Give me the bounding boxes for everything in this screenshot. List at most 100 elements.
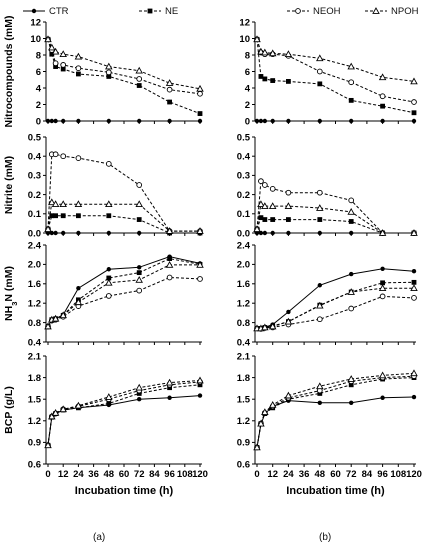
y-tick-label: 0.4 [28, 152, 42, 163]
series-line [256, 396, 415, 448]
data-point [166, 86, 173, 93]
series-line [47, 215, 200, 234]
data-point [48, 43, 56, 51]
data-point [378, 371, 387, 379]
y-tick-label: 8 [36, 50, 41, 61]
y-tick-label: 0.4 [237, 152, 251, 163]
data-point [59, 405, 67, 413]
y-tick-label: 6 [245, 67, 250, 78]
series-line [47, 39, 201, 95]
y-tick-label: 4 [36, 83, 42, 94]
y-tick-label: 1.2 [28, 299, 41, 310]
data-point [317, 230, 322, 236]
data-point [378, 284, 387, 292]
data-point [59, 50, 67, 58]
x-tick-label: 108 [390, 469, 406, 480]
y-tick-label: 4 [245, 83, 251, 94]
data-point [284, 317, 293, 325]
legend-label: CTR [49, 5, 69, 17]
data-point [52, 151, 59, 158]
x-axis-label: Incubation time (h) [286, 485, 385, 497]
y-tick-label: 2 [245, 100, 250, 111]
data-point [165, 227, 174, 234]
data-point [53, 64, 58, 69]
series-line [47, 39, 201, 90]
y-tick-label: 0.1 [237, 209, 251, 220]
data-point [53, 118, 58, 124]
series-line [47, 395, 201, 446]
data-point [60, 66, 66, 72]
data-point [284, 50, 293, 58]
data-point [76, 230, 81, 236]
y-axis-label: BCP (g/L) [3, 386, 15, 434]
x-tick-label: 120 [192, 469, 208, 480]
data-point [61, 118, 66, 124]
data-point [411, 279, 417, 285]
data-point [270, 118, 275, 124]
data-point [166, 274, 173, 281]
series-neoh [45, 379, 203, 449]
data-point [347, 207, 355, 215]
series-npoh [253, 35, 418, 85]
legend-item-npoh: NPOH [364, 4, 418, 18]
data-point [316, 301, 324, 309]
data-point [380, 280, 385, 286]
x-tick-label: 72 [134, 469, 145, 480]
y-tick-label: 0.1 [28, 209, 42, 220]
y-tick-label: 2.4 [237, 240, 251, 251]
x-tick-label: 36 [88, 469, 99, 480]
legend-label: NE [165, 5, 179, 17]
legend-item-neoh: NEOH [286, 4, 340, 18]
series-line [256, 216, 414, 234]
chart-b-3: 0.4 0.8 1.2 1.6 2.0 2.4 [237, 240, 418, 348]
data-point [348, 79, 355, 86]
data-point [44, 441, 52, 449]
x-tick-label: 96 [377, 469, 388, 480]
data-point [269, 185, 276, 192]
y-tick-label: 12 [30, 17, 41, 28]
data-point [48, 412, 56, 420]
legend-marker [372, 7, 380, 14]
data-point [349, 271, 354, 277]
data-point [286, 309, 291, 315]
data-point [317, 400, 322, 405]
series-npoh [44, 260, 204, 330]
series-npoh [253, 369, 418, 451]
data-point [316, 316, 323, 323]
y-axis-label: NH3N (mM) [3, 266, 19, 321]
y-tick-label: 1.8 [237, 373, 250, 384]
series-ne [254, 279, 417, 331]
data-point [136, 287, 143, 294]
data-point [285, 189, 292, 196]
series-line [47, 384, 201, 446]
series-npoh [253, 200, 418, 236]
data-point [270, 78, 276, 83]
legend-marker [31, 8, 37, 14]
data-point [411, 295, 417, 301]
data-point [51, 200, 60, 208]
data-point [165, 378, 174, 386]
data-point [59, 311, 67, 319]
x-tick-label: 0 [45, 469, 50, 480]
data-point [197, 393, 203, 398]
panel-label-a: (a) [93, 532, 106, 543]
data-point [105, 62, 113, 70]
legend-swatch [23, 8, 45, 14]
series-ne [45, 256, 203, 329]
data-point [379, 293, 386, 300]
series-line [256, 377, 415, 448]
series-line [47, 39, 201, 115]
data-point [316, 54, 324, 62]
data-point [51, 47, 60, 55]
data-point [105, 161, 112, 167]
x-tick-label: 108 [177, 469, 193, 480]
data-point [349, 118, 354, 124]
x-tick-label: 48 [104, 469, 115, 480]
data-point [286, 118, 291, 124]
data-point [137, 397, 142, 402]
data-point [411, 99, 417, 105]
y-tick-label: 6 [36, 67, 41, 78]
data-point [349, 400, 354, 405]
data-point [286, 230, 291, 236]
data-point [347, 288, 355, 295]
